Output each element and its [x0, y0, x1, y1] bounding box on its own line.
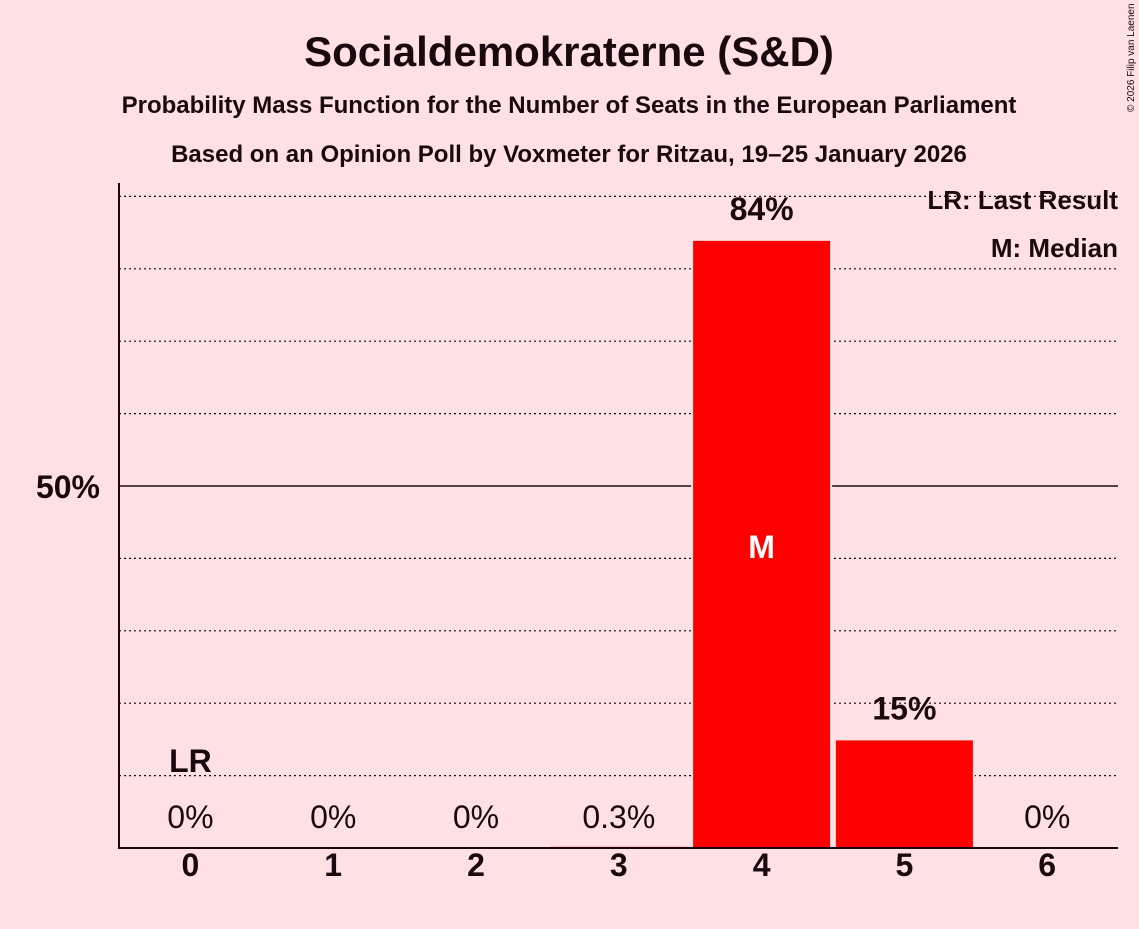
bar-value-label: 0%	[167, 799, 213, 835]
x-tick-label: 4	[753, 847, 771, 883]
x-tick-label: 6	[1038, 847, 1056, 883]
x-tick-label: 0	[182, 847, 200, 883]
bar	[833, 738, 975, 850]
x-tick-label: 3	[610, 847, 628, 883]
x-tick-label: 2	[467, 847, 485, 883]
median-marker: M	[748, 529, 775, 565]
last-result-marker: LR	[169, 743, 212, 779]
x-tick-label: 1	[324, 847, 342, 883]
chart-subtitle-2: Based on an Opinion Poll by Voxmeter for…	[171, 141, 967, 168]
bar-value-label: 0%	[453, 799, 499, 835]
bar-value-label: 0.3%	[582, 799, 655, 835]
bar	[691, 238, 833, 849]
legend-last-result: LR: Last Result	[927, 185, 1118, 215]
chart-subtitle: Probability Mass Function for the Number…	[122, 92, 1017, 119]
bar-value-label: 0%	[1024, 799, 1070, 835]
bar-value-label: 0%	[310, 799, 356, 835]
chart-title: Socialdemokraterne (S&D)	[304, 28, 834, 75]
bar-value-label: 15%	[872, 690, 936, 726]
x-tick-label: 5	[896, 847, 914, 883]
bar-value-label: 84%	[730, 191, 794, 227]
y-tick-label: 50%	[36, 469, 100, 505]
legend-median: M: Median	[991, 233, 1118, 263]
copyright: © 2026 Filip van Laenen	[1126, 3, 1137, 112]
